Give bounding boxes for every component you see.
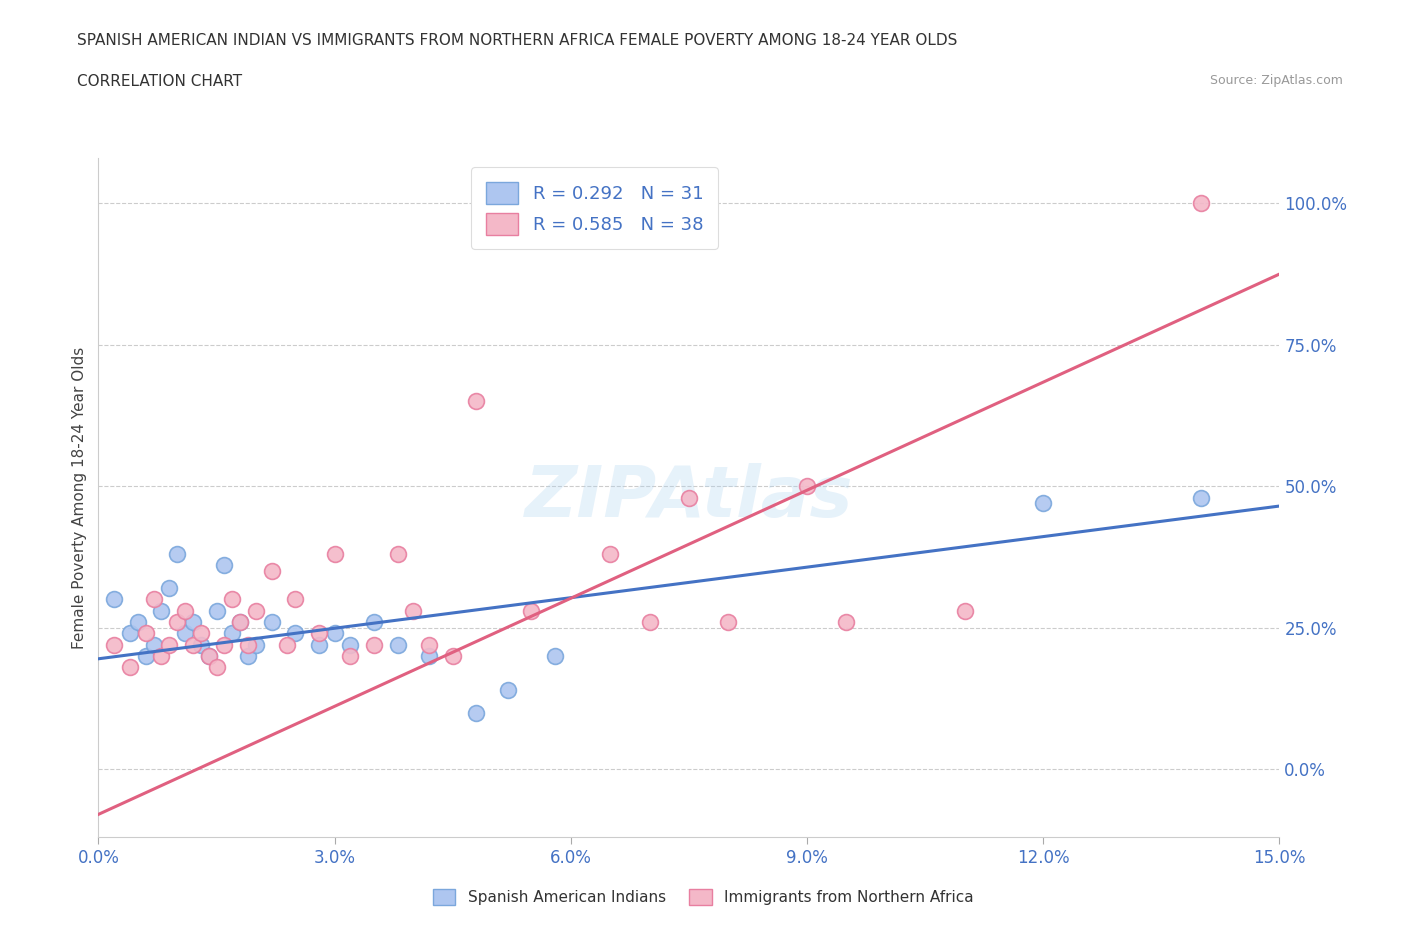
Point bbox=[363, 637, 385, 652]
Point bbox=[174, 604, 197, 618]
Point bbox=[245, 637, 267, 652]
Point bbox=[835, 615, 858, 630]
Point bbox=[465, 705, 488, 720]
Point bbox=[214, 558, 236, 573]
Point bbox=[214, 637, 236, 652]
Point bbox=[260, 564, 283, 578]
Point bbox=[135, 626, 157, 641]
Point bbox=[953, 604, 976, 618]
Point bbox=[520, 604, 543, 618]
Point bbox=[387, 637, 409, 652]
Point bbox=[197, 648, 219, 663]
Point bbox=[205, 660, 228, 675]
Legend: R = 0.292   N = 31, R = 0.585   N = 38: R = 0.292 N = 31, R = 0.585 N = 38 bbox=[471, 167, 717, 249]
Point bbox=[599, 547, 621, 562]
Point bbox=[181, 637, 204, 652]
Point bbox=[339, 648, 361, 663]
Point bbox=[157, 580, 180, 595]
Point bbox=[103, 637, 125, 652]
Point bbox=[284, 626, 307, 641]
Point bbox=[717, 615, 740, 630]
Point bbox=[150, 604, 173, 618]
Point bbox=[205, 604, 228, 618]
Point bbox=[127, 615, 149, 630]
Point bbox=[103, 592, 125, 607]
Point bbox=[323, 626, 346, 641]
Point bbox=[387, 547, 409, 562]
Point bbox=[465, 394, 488, 409]
Point bbox=[229, 615, 252, 630]
Point bbox=[229, 615, 252, 630]
Text: Source: ZipAtlas.com: Source: ZipAtlas.com bbox=[1209, 74, 1343, 87]
Point bbox=[166, 547, 188, 562]
Point bbox=[796, 479, 818, 494]
Point bbox=[441, 648, 464, 663]
Point bbox=[118, 660, 141, 675]
Point bbox=[236, 648, 259, 663]
Legend: Spanish American Indians, Immigrants from Northern Africa: Spanish American Indians, Immigrants fro… bbox=[426, 883, 980, 911]
Text: ZIPAtlas: ZIPAtlas bbox=[524, 463, 853, 532]
Point bbox=[190, 626, 212, 641]
Point bbox=[190, 637, 212, 652]
Point bbox=[150, 648, 173, 663]
Point bbox=[197, 648, 219, 663]
Point bbox=[339, 637, 361, 652]
Point bbox=[181, 615, 204, 630]
Point bbox=[245, 604, 267, 618]
Point bbox=[284, 592, 307, 607]
Text: CORRELATION CHART: CORRELATION CHART bbox=[77, 74, 242, 89]
Point bbox=[166, 615, 188, 630]
Point bbox=[1189, 490, 1212, 505]
Y-axis label: Female Poverty Among 18-24 Year Olds: Female Poverty Among 18-24 Year Olds bbox=[72, 347, 87, 649]
Point bbox=[496, 683, 519, 698]
Point bbox=[142, 637, 165, 652]
Text: SPANISH AMERICAN INDIAN VS IMMIGRANTS FROM NORTHERN AFRICA FEMALE POVERTY AMONG : SPANISH AMERICAN INDIAN VS IMMIGRANTS FR… bbox=[77, 33, 957, 47]
Point bbox=[236, 637, 259, 652]
Point bbox=[1189, 196, 1212, 211]
Point bbox=[418, 637, 440, 652]
Point bbox=[118, 626, 141, 641]
Point bbox=[221, 592, 243, 607]
Point bbox=[308, 637, 330, 652]
Point bbox=[544, 648, 567, 663]
Point bbox=[363, 615, 385, 630]
Point bbox=[678, 490, 700, 505]
Point bbox=[402, 604, 425, 618]
Point bbox=[221, 626, 243, 641]
Point bbox=[308, 626, 330, 641]
Point bbox=[323, 547, 346, 562]
Point bbox=[135, 648, 157, 663]
Point bbox=[157, 637, 180, 652]
Point bbox=[418, 648, 440, 663]
Point bbox=[142, 592, 165, 607]
Point bbox=[638, 615, 661, 630]
Point bbox=[276, 637, 298, 652]
Point bbox=[174, 626, 197, 641]
Point bbox=[1032, 496, 1054, 511]
Point bbox=[260, 615, 283, 630]
